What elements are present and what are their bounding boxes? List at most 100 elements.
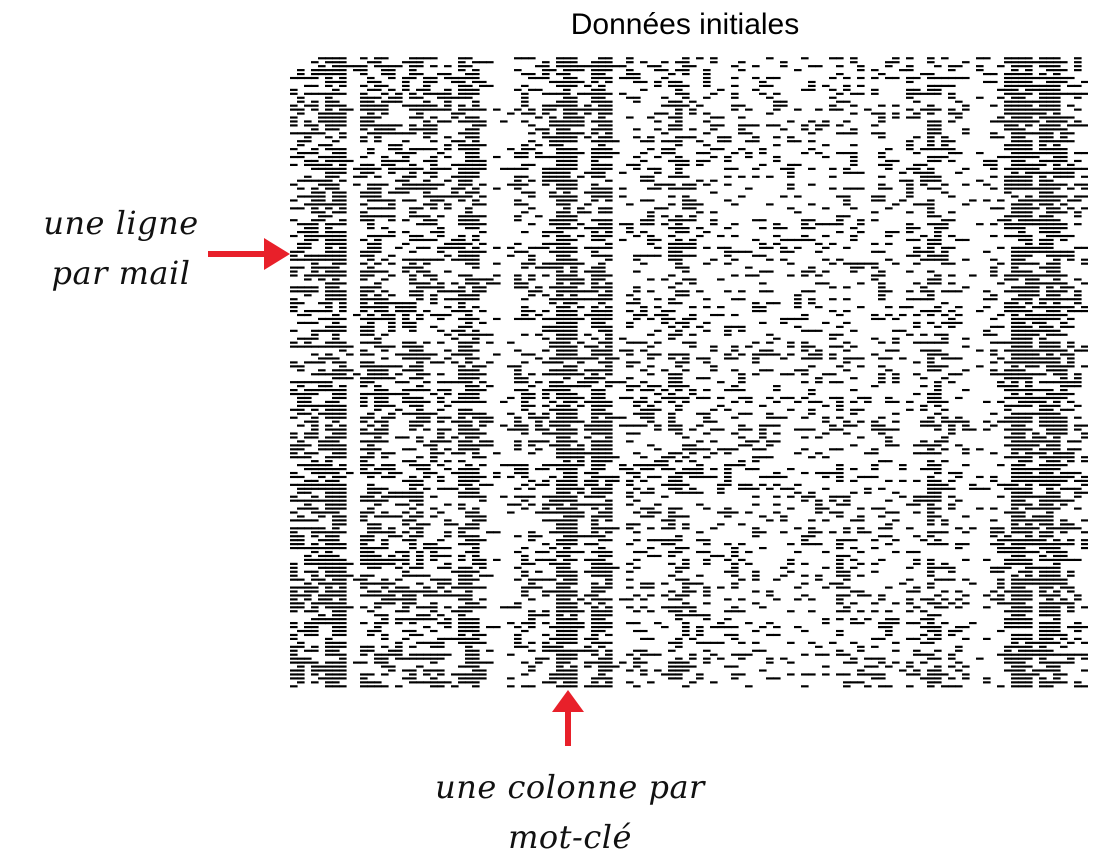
matrix-cell bbox=[297, 69, 305, 72]
matrix-cell bbox=[318, 266, 326, 269]
matrix-cell bbox=[409, 428, 417, 431]
matrix-cell bbox=[878, 294, 886, 297]
matrix-cell bbox=[913, 171, 921, 174]
matrix-cell bbox=[1011, 61, 1019, 64]
matrix-cell bbox=[570, 108, 578, 111]
matrix-cell bbox=[444, 242, 452, 246]
matrix-cell bbox=[1032, 436, 1040, 439]
matrix-cell bbox=[1053, 195, 1061, 198]
matrix-cell bbox=[416, 266, 424, 269]
matrix-cell bbox=[1032, 282, 1040, 285]
matrix-cell bbox=[836, 223, 844, 226]
matrix-cell bbox=[542, 432, 550, 435]
matrix-cell bbox=[542, 309, 550, 313]
matrix-cell bbox=[913, 479, 921, 483]
matrix-cell bbox=[1067, 234, 1075, 238]
matrix-cell bbox=[521, 361, 529, 364]
matrix-cell bbox=[1025, 167, 1033, 170]
matrix-cell bbox=[549, 108, 557, 111]
matrix-cell bbox=[668, 357, 676, 360]
matrix-cell bbox=[836, 428, 844, 431]
matrix-cell bbox=[976, 151, 984, 155]
matrix-cell bbox=[654, 424, 662, 427]
matrix-cell bbox=[1025, 353, 1033, 356]
matrix-cell bbox=[1018, 294, 1026, 297]
matrix-cell bbox=[458, 238, 466, 242]
matrix-cell bbox=[934, 333, 942, 336]
matrix-cell bbox=[367, 373, 375, 376]
matrix-cell bbox=[1060, 76, 1068, 80]
matrix-cell bbox=[311, 163, 319, 167]
matrix-cell bbox=[311, 309, 319, 313]
matrix-cell bbox=[458, 333, 466, 336]
matrix-cell bbox=[423, 467, 431, 471]
matrix-cell bbox=[577, 132, 585, 135]
matrix-cell bbox=[927, 88, 935, 91]
matrix-cell bbox=[514, 282, 522, 285]
matrix-cell bbox=[577, 464, 585, 467]
matrix-cell bbox=[850, 155, 858, 159]
matrix-cell bbox=[941, 302, 949, 305]
matrix-cell bbox=[332, 499, 340, 502]
matrix-cell bbox=[556, 381, 564, 384]
matrix-cell bbox=[633, 96, 641, 99]
matrix-cell bbox=[934, 365, 942, 368]
matrix-cell bbox=[948, 432, 956, 435]
matrix-cell bbox=[591, 266, 599, 269]
matrix-cell bbox=[465, 483, 473, 486]
matrix-cell bbox=[640, 230, 648, 234]
matrix-cell bbox=[710, 345, 718, 348]
matrix-cell bbox=[1011, 471, 1019, 475]
matrix-cell bbox=[1025, 88, 1033, 91]
matrix-cell bbox=[913, 254, 921, 257]
matrix-cell bbox=[983, 298, 991, 301]
matrix-cell bbox=[801, 499, 809, 502]
matrix-cell bbox=[318, 132, 326, 135]
matrix-cell bbox=[871, 242, 879, 246]
matrix-cell bbox=[654, 80, 662, 84]
matrix-cell bbox=[1018, 317, 1026, 321]
matrix-cell bbox=[822, 416, 830, 419]
matrix-cell bbox=[899, 69, 907, 72]
matrix-cell bbox=[899, 467, 907, 471]
matrix-cell bbox=[927, 349, 935, 352]
matrix-cell bbox=[311, 223, 319, 226]
matrix-cell bbox=[997, 136, 1005, 139]
matrix-cell bbox=[570, 250, 578, 253]
matrix-cell bbox=[591, 456, 599, 459]
matrix-cell bbox=[1004, 124, 1012, 127]
matrix-cell bbox=[829, 448, 837, 451]
matrix-cell bbox=[472, 436, 480, 439]
matrix-cell bbox=[619, 65, 627, 68]
matrix-cell bbox=[605, 349, 613, 352]
matrix-cell bbox=[836, 215, 844, 218]
matrix-cell bbox=[374, 420, 382, 423]
matrix-cell bbox=[815, 436, 823, 439]
matrix-cell bbox=[318, 487, 326, 490]
matrix-cell bbox=[451, 195, 459, 198]
matrix-cell bbox=[668, 396, 676, 400]
matrix-cell bbox=[773, 388, 781, 392]
matrix-cell bbox=[388, 234, 396, 238]
matrix-cell bbox=[465, 392, 473, 396]
matrix-cell bbox=[472, 262, 480, 265]
matrix-cell bbox=[290, 436, 298, 439]
matrix-cell bbox=[437, 440, 445, 443]
matrix-cell bbox=[913, 92, 921, 95]
matrix-cell bbox=[409, 464, 417, 467]
matrix-cell bbox=[1025, 155, 1033, 159]
matrix-cell bbox=[591, 199, 599, 202]
matrix-cell bbox=[388, 132, 396, 135]
matrix-cell bbox=[850, 444, 858, 447]
matrix-cell bbox=[325, 159, 333, 163]
matrix-cell bbox=[465, 88, 473, 91]
matrix-cell bbox=[794, 317, 802, 321]
matrix-cell bbox=[416, 345, 424, 348]
matrix-cell bbox=[528, 124, 536, 127]
matrix-cell bbox=[437, 432, 445, 435]
matrix-cell bbox=[423, 258, 431, 261]
matrix-cell bbox=[339, 258, 347, 261]
matrix-cell bbox=[388, 302, 396, 305]
matrix-cell bbox=[451, 487, 459, 490]
matrix-cell bbox=[430, 108, 438, 111]
